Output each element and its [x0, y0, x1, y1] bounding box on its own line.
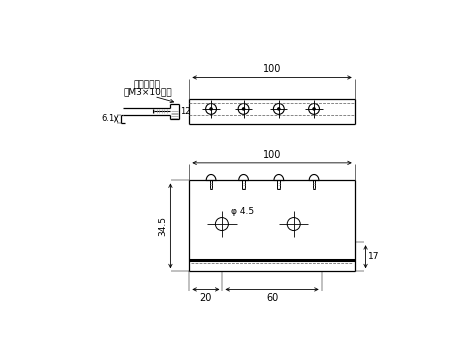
- Circle shape: [210, 108, 212, 110]
- Text: 100: 100: [263, 150, 281, 159]
- Text: （M3×10）付: （M3×10）付: [123, 87, 172, 96]
- Text: 17: 17: [368, 252, 379, 261]
- Text: 6.1: 6.1: [102, 114, 115, 124]
- Text: 100: 100: [263, 64, 281, 74]
- Circle shape: [278, 108, 280, 110]
- Text: 12: 12: [180, 107, 190, 116]
- Text: なべ小ネジ: なべ小ネジ: [134, 81, 161, 90]
- Text: φ 4.5: φ 4.5: [231, 207, 254, 216]
- Text: 34.5: 34.5: [159, 216, 168, 236]
- Text: 60: 60: [266, 293, 278, 303]
- Text: 20: 20: [200, 293, 212, 303]
- Circle shape: [243, 108, 245, 110]
- Circle shape: [313, 108, 315, 110]
